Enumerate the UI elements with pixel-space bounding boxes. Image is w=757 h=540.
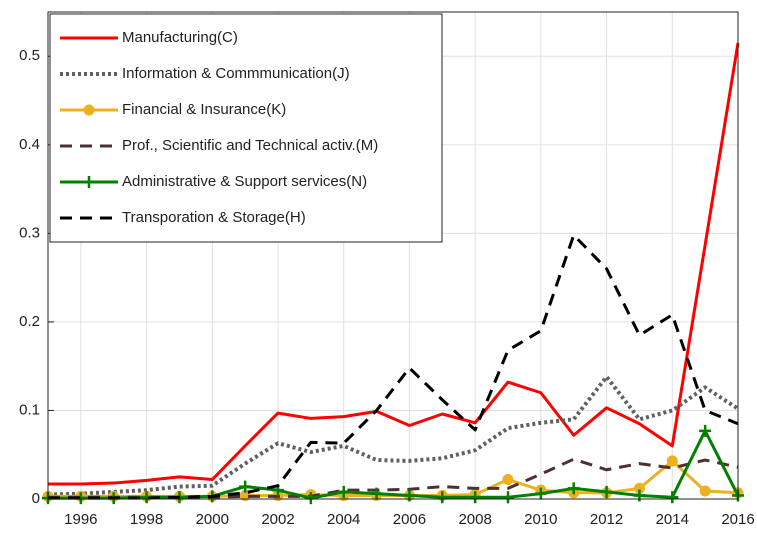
legend-box bbox=[49, 13, 443, 243]
y-tick-label: 0.2 bbox=[19, 313, 40, 330]
x-tick-label: 2008 bbox=[458, 511, 491, 528]
marker bbox=[436, 491, 449, 504]
series-line bbox=[48, 457, 739, 499]
legend-label: Transporation & Storage(H) bbox=[122, 209, 306, 226]
x-tick-label: 1998 bbox=[130, 511, 163, 528]
legend-label: Financial & Insurance(K) bbox=[122, 101, 286, 118]
marker bbox=[337, 485, 350, 498]
x-tick-label: 2000 bbox=[196, 511, 229, 528]
marker bbox=[370, 487, 383, 500]
y-tick-label: 0.4 bbox=[19, 136, 40, 153]
x-tick-label: 2014 bbox=[656, 511, 689, 528]
marker bbox=[502, 474, 514, 486]
marker bbox=[567, 482, 580, 495]
series-line bbox=[47, 374, 740, 497]
grid: 0 0.1 0.2 0.3 0.4 0.5 1996 1998 2000 2002 2004 2006… bbox=[19, 12, 755, 528]
marker bbox=[666, 455, 678, 467]
x-tick-label: 2012 bbox=[590, 511, 623, 528]
legend: Manufacturing(C) Information & Commmunica… bbox=[49, 13, 443, 243]
marker bbox=[600, 485, 613, 498]
marker bbox=[469, 491, 482, 504]
legend-label: Information & Commmunication(J) bbox=[122, 65, 350, 82]
marker bbox=[83, 104, 95, 116]
marker bbox=[239, 480, 252, 493]
legend-label: Prof., Scientific and Technical activ.(M… bbox=[122, 137, 378, 154]
x-tick-label: 2002 bbox=[261, 511, 294, 528]
marker bbox=[699, 485, 711, 497]
y-tick-label: 0 bbox=[32, 490, 40, 507]
x-tick-label: 2006 bbox=[393, 511, 426, 528]
marker bbox=[699, 424, 712, 437]
series-line bbox=[48, 42, 740, 486]
plot-frame bbox=[47, 11, 739, 500]
x-tick-label: 1996 bbox=[64, 511, 97, 528]
marker bbox=[304, 492, 317, 505]
x-tick-label: 2010 bbox=[524, 511, 557, 528]
series-line bbox=[48, 429, 740, 500]
marker bbox=[502, 491, 514, 504]
legend-label: Administrative & Support services(N) bbox=[122, 173, 367, 190]
marker bbox=[83, 176, 95, 188]
x-tick-label: 2004 bbox=[327, 511, 360, 528]
marker bbox=[666, 491, 679, 504]
y-tick-label: 0.3 bbox=[19, 224, 40, 241]
series-line bbox=[48, 233, 739, 500]
legend-label: Manufacturing(C) bbox=[122, 29, 238, 46]
marker bbox=[534, 487, 547, 500]
y-tick-label: 0.1 bbox=[19, 401, 40, 418]
y-tick-label: 0.5 bbox=[19, 47, 40, 64]
x-tick-label: 2016 bbox=[721, 511, 754, 528]
